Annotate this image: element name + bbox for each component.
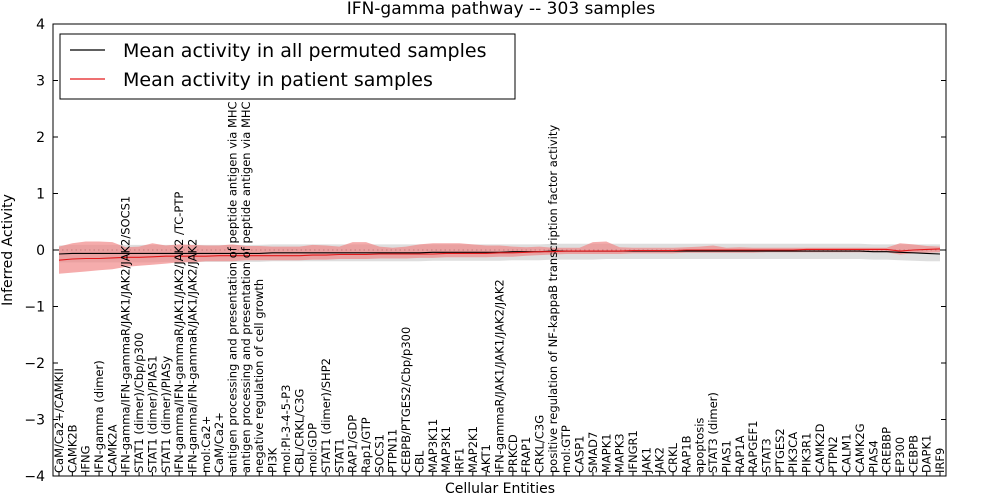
x-tick-label: CALM1 [840,433,854,473]
x-tick-label: PI3K [266,447,280,473]
x-tick-label: antigen processing and presentation of p… [226,62,240,473]
x-tick-label: IFN-gamma/IFN-gammaR/JAK1/JAK2/JAK2/SOCS… [119,196,133,473]
x-tick-label: MAPK3 [613,433,627,473]
y-axis: −4 −3 −2 −1 0 1 2 3 4 [24,17,946,485]
x-tick-label: PTPN11 [386,429,400,473]
x-tick-label: CAMK2A [105,424,119,473]
x-tick-label: IRF1 [453,448,467,473]
y-tick-label: 3 [36,74,45,90]
y-tick-label: −1 [24,300,45,316]
x-tick-label: IFN-gamma/IFN-gammaR/JAK1/JAK2/JAK2 [186,239,200,473]
x-tick-label: PIK3CA [786,432,800,473]
x-tick-label: AKT1 [479,444,493,473]
x-tick-labels: CaM/Ca2+/CAMKII CAMK2B IFNG IFN-gamma (dime… [52,59,947,476]
x-tick-label: SMAD7 [586,432,600,473]
x-tick-label: STAT1 (dimer)/PIASy [159,356,173,473]
x-tick-label: RAP1A [733,435,747,473]
x-tick-label: CaM/Ca2+ [212,412,226,473]
x-tick-label: PTGES2 [773,428,787,473]
x-tick-label: IRF9 [933,448,947,473]
y-tick-label: 2 [36,130,45,146]
x-tick-label: JAK1 [639,447,653,474]
legend-box [59,33,516,100]
line-patient [58,248,941,261]
x-tick-label: MAP3K11 [426,419,440,473]
x-tick-label: MAPK1 [599,433,613,473]
x-tick-label: IFNG [79,445,93,473]
x-tick-label: CASP1 [573,436,587,473]
x-tick-label: MAP3K1 [439,426,453,473]
x-tick-label: CEBPB/PTGES2/Cbp/p300 [399,327,413,473]
x-tick-label: EP300 [893,437,907,473]
y-axis-label: Inferred Activity [0,194,16,306]
legend-label-permuted: Mean activity in all permuted samples [123,40,486,62]
x-tick-label: PIK3R1 [800,433,814,474]
y-tick-label: −4 [24,469,45,485]
x-tick-label: IFN-gamma (dimer) [92,360,106,473]
x-tick-label: Rap1/GTP [359,417,373,473]
x-tick-label: CRKL [666,442,680,473]
legend: Mean activity in all permuted samples Me… [59,33,516,100]
y-tick-label: 4 [36,17,45,33]
x-tick-label: PIAS4 [866,440,880,473]
series-lines [58,248,941,261]
x-tick-label: negative regulation of cell growth [252,279,266,473]
x-tick-label: PRKCD [506,434,520,473]
x-tick-label: STAT1 [332,438,346,473]
x-tick-label: RAP1B [679,435,693,473]
x-tick-label: SOCS1 [372,434,386,473]
x-axis-label: Cellular Entities [445,481,555,497]
x-tick-label: IFNGR1 [626,430,640,473]
chart-title: IFN-gamma pathway -- 303 samples [347,0,656,19]
x-tick-label: CBL [412,450,426,473]
x-tick-label: DAPK1 [920,435,934,473]
legend-label-patient: Mean activity in patient samples [123,69,433,91]
x-tick-label: STAT1 (dimer)/SHP2 [319,358,333,473]
x-tick-label: STAT3 [760,438,774,473]
x-tick-label: PIAS1 [719,440,733,473]
x-tick-label: STAT3 (dimer) [706,392,720,473]
x-tick-label: RAPGEF1 [746,421,760,473]
x-tick-label: CRKL/C3G [533,415,547,473]
x-tick-label: FRAP1 [519,437,533,473]
y-tick-label: 1 [36,187,45,203]
x-tick-label: CAMK2G [853,423,867,473]
x-tick-label: MAP2K1 [466,426,480,473]
x-tick-label: STAT1 (dimer)/PIAS1 [145,355,159,473]
y-tick-label: −2 [24,356,45,372]
x-tick-label: IFN-gammaR/JAK1/JAK1/JAK2/JAK2 [493,279,507,473]
x-tick-label: CaM/Ca2+/CAMKII [52,368,66,473]
x-tick-label: CBL/CRKL/C3G [292,389,306,473]
x-tick-label: JAK2 [653,447,667,474]
x-tick-label: positive regulation of NF-kappaB transcr… [546,125,560,473]
x-tick-label: CAMK2B [65,424,79,473]
x-tick-label: IFN-gamma/IFN-gammaR/JAK1/JAK2/JAK2 /TC-… [172,192,186,473]
x-tick-label: CAMK2D [813,423,827,473]
x-tick-label: mol:GDP [306,423,320,473]
x-tick-label: PTPN2 [826,436,840,473]
x-tick-label: STAT1 (dimer)/Cbp/p300 [132,332,146,473]
x-tick-label: mol:Ca2+ [199,416,213,473]
x-tick-label: apoptosis [693,418,707,473]
y-tick-label: 0 [36,243,45,259]
x-tick-label: CREBBP [880,427,894,473]
x-tick-label: mol:PI-3-4-5-P3 [279,385,293,473]
y-tick-label: −3 [24,413,45,429]
x-tick-label: RAP1/GDP [346,415,360,473]
x-tick-label: mol:GTP [559,425,573,473]
x-tick-label: antigen processing and presentation of p… [239,59,253,473]
x-tick-label: CEBPB [906,435,920,473]
